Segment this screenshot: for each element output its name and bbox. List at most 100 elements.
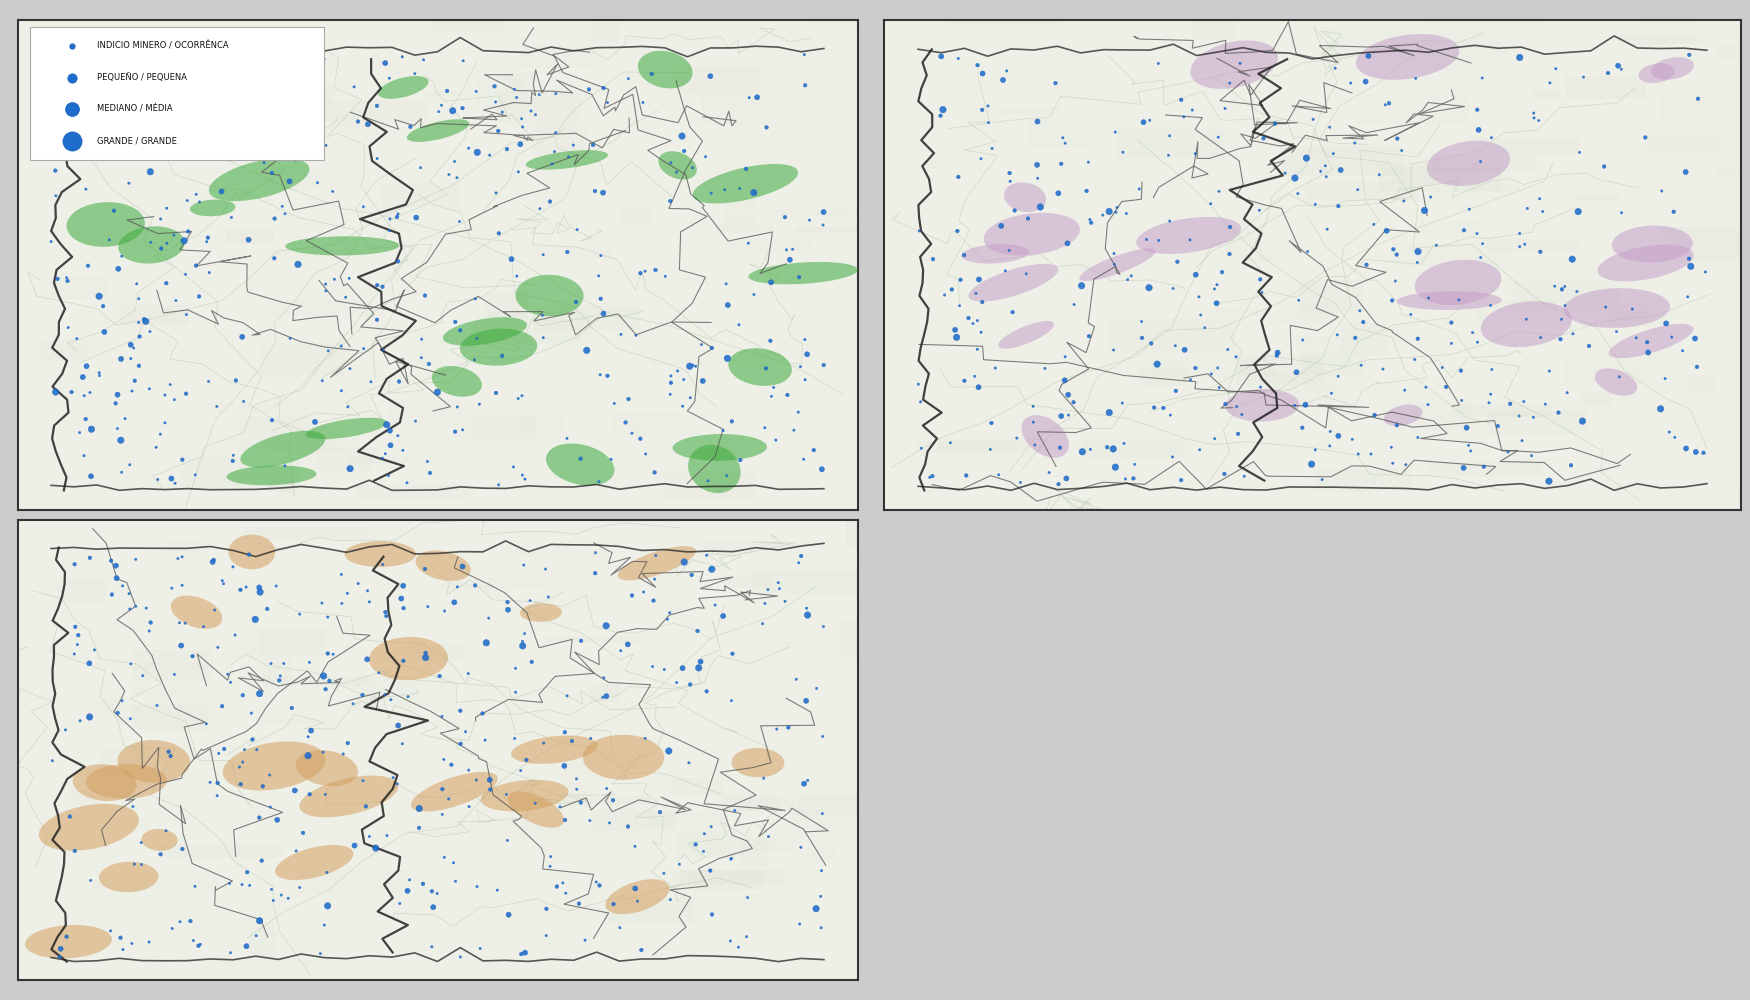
Point <box>698 906 726 922</box>
Point <box>1657 329 1685 345</box>
Point <box>159 227 187 243</box>
Point <box>754 582 782 598</box>
Point <box>800 442 828 458</box>
Point <box>679 357 707 373</box>
Bar <box>1514 281 1619 310</box>
Bar <box>206 403 308 413</box>
Point <box>471 732 499 748</box>
Point <box>718 850 746 866</box>
Point <box>1549 281 1577 297</box>
Ellipse shape <box>525 150 607 170</box>
Ellipse shape <box>1426 141 1510 186</box>
Point <box>152 235 180 251</box>
Point <box>446 213 474 229</box>
Point <box>709 423 737 439</box>
Point <box>364 665 392 681</box>
Point <box>1250 130 1278 146</box>
Point <box>751 595 779 611</box>
Point <box>1248 284 1276 300</box>
Point <box>430 751 458 767</box>
Point <box>310 744 338 760</box>
Point <box>1675 47 1703 63</box>
Point <box>952 468 980 484</box>
Point <box>226 759 254 775</box>
Point <box>63 637 91 653</box>
Bar <box>51 276 108 300</box>
Bar <box>270 299 374 316</box>
Point <box>663 164 691 180</box>
Point <box>656 155 684 171</box>
Point <box>1390 193 1418 209</box>
Bar <box>378 502 472 521</box>
Point <box>670 372 698 388</box>
Point <box>296 654 324 670</box>
Point <box>504 391 532 407</box>
Point <box>560 137 588 153</box>
Bar <box>424 91 467 96</box>
Point <box>1682 331 1710 347</box>
Point <box>439 103 467 119</box>
Point <box>936 435 964 451</box>
Bar <box>1300 350 1365 375</box>
Point <box>1684 91 1712 107</box>
Point <box>1216 219 1244 235</box>
Ellipse shape <box>732 748 784 777</box>
Point <box>1656 424 1684 440</box>
Point <box>103 570 131 586</box>
Point <box>919 251 947 267</box>
Point <box>350 341 378 357</box>
Text: MEDIANO / MÉDIA: MEDIANO / MÉDIA <box>98 105 173 114</box>
Bar <box>1466 184 1519 191</box>
Point <box>530 735 558 751</box>
Point <box>760 379 788 395</box>
Point <box>406 160 434 176</box>
Bar <box>564 770 626 778</box>
Point <box>168 549 196 565</box>
Point <box>744 89 772 105</box>
Point <box>1167 92 1195 108</box>
Point <box>558 733 586 749</box>
Point <box>507 467 536 483</box>
Ellipse shape <box>191 200 236 216</box>
Point <box>802 901 829 917</box>
Ellipse shape <box>378 76 429 99</box>
Point <box>387 591 415 607</box>
Point <box>285 880 313 896</box>
Point <box>1648 183 1676 199</box>
Point <box>584 474 612 490</box>
Point <box>70 448 98 464</box>
Point <box>1111 471 1139 487</box>
Point <box>978 415 1006 431</box>
Point <box>684 660 712 676</box>
Point <box>513 752 541 768</box>
Bar <box>432 585 493 591</box>
Point <box>950 247 978 263</box>
Point <box>542 879 570 895</box>
Point <box>229 393 257 409</box>
Point <box>553 244 581 260</box>
Point <box>80 81 108 97</box>
Bar <box>1647 135 1720 152</box>
Point <box>158 471 186 487</box>
Point <box>315 673 343 689</box>
Point <box>1326 162 1354 178</box>
Point <box>551 724 579 740</box>
Point <box>1155 213 1183 229</box>
Point <box>1575 338 1603 354</box>
Point <box>1372 223 1400 239</box>
Point <box>228 329 255 345</box>
Point <box>402 210 430 226</box>
Point <box>1197 366 1225 382</box>
Ellipse shape <box>546 443 614 486</box>
Point <box>982 360 1010 376</box>
Point <box>1013 211 1041 227</box>
Point <box>362 312 390 328</box>
Point <box>630 584 658 600</box>
Bar <box>1026 54 1080 62</box>
Point <box>275 890 303 906</box>
Point <box>740 287 768 303</box>
Point <box>117 351 145 367</box>
Point <box>905 376 933 392</box>
Point <box>184 938 212 954</box>
Point <box>416 465 444 481</box>
